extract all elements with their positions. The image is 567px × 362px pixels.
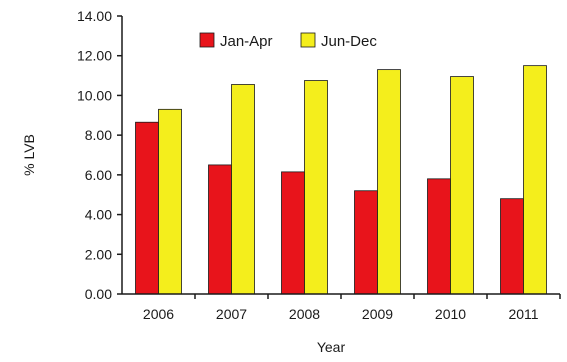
legend: Jan-Apr Jun-Dec (199, 32, 377, 50)
bar-jun-dec-2008 (304, 80, 328, 295)
x-tick-label-2011: 2011 (508, 306, 538, 322)
y-tick-label: 14.00 (77, 8, 112, 24)
bar-jun-dec-2011 (523, 65, 547, 295)
bar-jun-dec-2009 (377, 69, 401, 295)
bar-jan-apr-2007 (208, 164, 232, 295)
bar-jan-apr-2011 (500, 198, 524, 295)
bar-jun-dec-2006 (158, 108, 182, 295)
x-axis: 2006 2007 2008 2009 2010 2011 (122, 293, 561, 322)
x-axis-title: Year (317, 339, 346, 355)
x-tick-label-2006: 2006 (143, 306, 174, 322)
legend-swatch-jun-dec (300, 32, 316, 48)
x-tick-label-2009: 2009 (362, 306, 393, 322)
y-tick-label: 10.00 (77, 87, 112, 103)
bar-jan-apr-2010 (427, 178, 451, 295)
bar-jan-apr-2009 (354, 190, 378, 295)
y-axis-title: % LVB (21, 134, 37, 176)
x-tick-label-2008: 2008 (289, 306, 320, 322)
x-tick-label-2007: 2007 (216, 306, 247, 322)
y-tick-label: 4.00 (85, 207, 112, 223)
x-tick-label-2010: 2010 (435, 306, 466, 322)
y-tick-label: 2.00 (85, 246, 112, 262)
bars-layer (135, 65, 547, 295)
bar-jan-apr-2006 (135, 121, 159, 295)
bar-jan-apr-2008 (281, 171, 305, 295)
y-axis: 0.00 2.00 4.00 6.00 8.00 10.00 12.00 14.00 (77, 8, 123, 302)
y-tick-label: 6.00 (85, 167, 112, 183)
bar-jun-dec-2010 (450, 76, 474, 295)
legend-swatch-jan-apr (199, 32, 215, 48)
y-tick-label: 0.00 (85, 286, 112, 302)
legend-label-jan-apr: Jan-Apr (220, 33, 273, 50)
y-tick-label: 8.00 (85, 127, 112, 143)
y-tick-label: 12.00 (77, 48, 112, 64)
bar-jun-dec-2007 (231, 84, 255, 295)
legend-label-jun-dec: Jun-Dec (321, 33, 377, 50)
